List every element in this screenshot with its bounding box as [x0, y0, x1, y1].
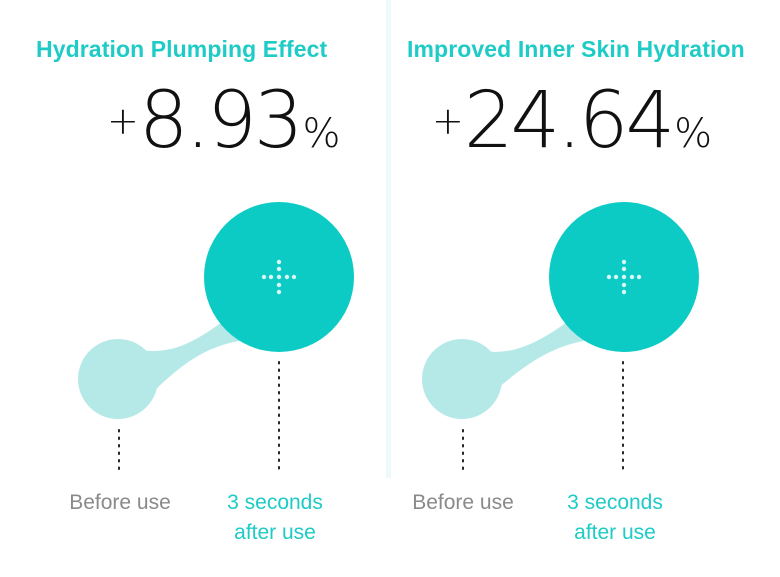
panel-title: Improved Inner Skin Hydration — [407, 36, 745, 62]
after-label-line1: 3 seconds — [227, 491, 323, 514]
value-number: 24.64 — [463, 76, 675, 166]
percentage-value: +8.93% — [107, 82, 341, 160]
panel-inner-skin-hydration: Improved Inner Skin Hydration +24.64% Be… — [390, 0, 780, 577]
plus-dots-icon — [606, 259, 642, 295]
panel-divider — [386, 0, 391, 478]
before-use-label: Before use — [69, 491, 171, 514]
plus-dots-icon — [261, 259, 297, 295]
value-unit: % — [302, 111, 341, 157]
value-unit: % — [674, 111, 713, 157]
before-after-bubbles — [78, 202, 354, 473]
value-sign: + — [432, 99, 464, 143]
before-bubble — [422, 339, 502, 419]
before-use-label: Before use — [412, 491, 514, 514]
after-label-line2: after use — [234, 521, 316, 544]
after-label-line2: after use — [574, 521, 656, 544]
before-bubble — [78, 339, 158, 419]
value-number: 8.93 — [138, 76, 304, 166]
percentage-value: +24.64% — [432, 82, 712, 160]
panel-hydration-plumping: Hydration Plumping Effect +8.93% Before … — [36, 36, 355, 548]
panel-title: Hydration Plumping Effect — [36, 36, 328, 62]
after-use-label: 3 seconds after use — [195, 488, 355, 548]
value-sign: + — [107, 99, 139, 143]
after-label-line1: 3 seconds — [567, 491, 663, 514]
after-use-label: 3 seconds after use — [535, 488, 695, 548]
before-after-bubbles — [422, 202, 699, 473]
